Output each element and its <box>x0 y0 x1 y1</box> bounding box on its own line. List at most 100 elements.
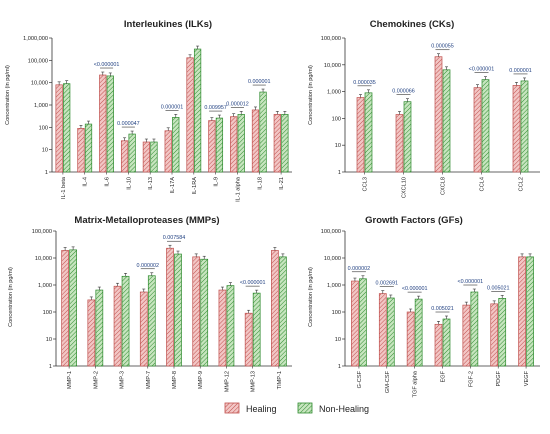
p-value-label: 0.005021 <box>431 306 453 312</box>
x-tick-label: CXCL8 <box>441 177 447 195</box>
bar-nonhealing <box>172 116 180 173</box>
p-value-label: 0.000002 <box>348 266 370 272</box>
bar-nonhealing <box>359 278 367 367</box>
bar-healing <box>192 256 201 367</box>
bar-healing <box>186 57 194 173</box>
bar-nonhealing <box>174 253 182 367</box>
bar-healing <box>490 303 499 367</box>
y-tick-label: 1,000 <box>327 283 341 289</box>
y-tick-label: 100 <box>39 125 48 131</box>
y-tick-label: 10,000 <box>324 256 341 262</box>
bar-healing <box>271 250 279 367</box>
x-tick-label: MMP-9 <box>198 371 204 389</box>
y-tick-label: 1 <box>49 364 52 370</box>
p-value-label: 0.000012 <box>226 101 248 107</box>
bar-nonhealing <box>442 318 451 367</box>
legend-label-nonhealing: Non-Healing <box>319 404 369 414</box>
x-tick-label: G-CSF <box>357 370 363 388</box>
bar-nonhealing <box>526 256 534 367</box>
bar-healing <box>395 114 404 173</box>
bar-nonhealing <box>63 83 71 173</box>
y-tick-label: 100 <box>43 310 52 316</box>
bar-nonhealing <box>128 133 136 173</box>
bar-healing <box>77 128 85 173</box>
p-value-label: 0.000002 <box>137 263 159 269</box>
y-axis-label: Concentration (in pg/ml) <box>5 65 11 125</box>
bar-nonhealing <box>259 91 267 173</box>
y-tick-label: 100,000 <box>32 229 52 235</box>
x-tick-label: IL-18 <box>257 177 263 190</box>
y-tick-label: 1,000,000 <box>23 36 48 42</box>
y-tick-label: 10 <box>42 148 48 154</box>
x-tick-label: CCL2 <box>519 177 525 191</box>
x-tick-label: EGF <box>441 370 447 382</box>
x-tick-label: IL-9 <box>214 177 220 187</box>
p-value-label: 0.000001 <box>161 104 183 110</box>
bar-nonhealing <box>193 48 202 173</box>
x-tick-label: IL-4 <box>83 177 89 187</box>
bar-healing <box>166 247 174 367</box>
bar-nonhealing <box>84 123 93 173</box>
bar-nonhealing <box>69 249 77 367</box>
p-value-label: 0.000047 <box>117 121 139 127</box>
legend-item-nonhealing: Non-Healing <box>297 402 369 414</box>
p-value-label: 0.000001 <box>248 79 270 85</box>
p-value-label: 0.000055 <box>431 44 453 50</box>
bar-healing <box>87 299 96 367</box>
bar-healing <box>434 323 443 367</box>
p-value-label: 0.007584 <box>163 235 185 241</box>
y-tick-label: 1,000 <box>34 103 48 109</box>
p-value-label: <0.000001 <box>94 62 120 68</box>
y-axis-label: Concentration (in pg/ml) <box>308 267 314 327</box>
bar-nonhealing <box>470 291 479 367</box>
bar-nonhealing <box>215 117 224 173</box>
y-tick-label: 1 <box>45 170 48 176</box>
x-tick-label: IL-13 <box>148 177 154 190</box>
bar-nonhealing <box>498 298 507 367</box>
p-value-label: <0.000001 <box>402 286 428 292</box>
bar-healing <box>273 114 281 173</box>
panel-interleukines: Interleukines (ILKs) Concentration (in p… <box>5 19 292 202</box>
legend-label-healing: Healing <box>246 404 277 414</box>
bar-nonhealing <box>237 114 245 173</box>
y-tick-label: 10 <box>335 337 341 343</box>
x-tick-label: IL-1 alpha <box>235 176 241 202</box>
x-tick-label: PDGF <box>496 370 502 386</box>
x-tick-label: MMP-2 <box>93 371 99 389</box>
bar-nonhealing <box>95 289 104 367</box>
p-value-label: <0.000001 <box>458 279 484 285</box>
p-value-label: 0.002691 <box>376 281 398 287</box>
bar-healing <box>164 130 172 173</box>
x-tick-label: IL-21 <box>279 177 285 190</box>
bar-healing <box>218 289 227 367</box>
panel-title: Matrix-Metalloproteases (MMPs) <box>74 215 219 226</box>
y-axis-label: Concentration (in pg/ml) <box>8 267 14 327</box>
panel-growth-factors: Growth Factors (GFs) Concentration (in p… <box>308 215 540 397</box>
x-tick-label: TGF alpha <box>413 370 419 397</box>
legend-swatch-healing <box>224 402 240 414</box>
bar-healing <box>55 84 63 173</box>
panel-mmps: Matrix-Metalloproteases (MMPs) Concentra… <box>8 215 292 392</box>
bar-nonhealing <box>252 292 261 367</box>
y-tick-label: 100 <box>332 116 341 122</box>
bar-healing <box>462 304 471 367</box>
bar-healing <box>378 293 387 367</box>
bar-healing <box>230 116 238 173</box>
y-tick-label: 100,000 <box>321 229 341 235</box>
legend: Healing Non-Healing <box>224 402 369 414</box>
x-tick-label: VEGF <box>524 370 530 386</box>
bar-nonhealing <box>481 79 490 173</box>
y-tick-label: 1,000 <box>327 90 341 96</box>
bar-healing <box>99 74 107 173</box>
x-tick-label: MMP-7 <box>146 371 152 389</box>
x-tick-label: MMP-12 <box>224 371 230 392</box>
y-tick-label: 100 <box>332 310 341 316</box>
p-value-label: 0.009957 <box>204 105 226 111</box>
bar-healing <box>351 280 359 367</box>
bar-nonhealing <box>364 92 373 173</box>
y-tick-label: 1 <box>338 170 341 176</box>
legend-item-healing: Healing <box>224 402 277 414</box>
bar-healing <box>139 291 148 367</box>
y-tick-label: 100,000 <box>28 58 48 64</box>
y-axis-label: Concentration (in pg/ml) <box>308 65 314 125</box>
